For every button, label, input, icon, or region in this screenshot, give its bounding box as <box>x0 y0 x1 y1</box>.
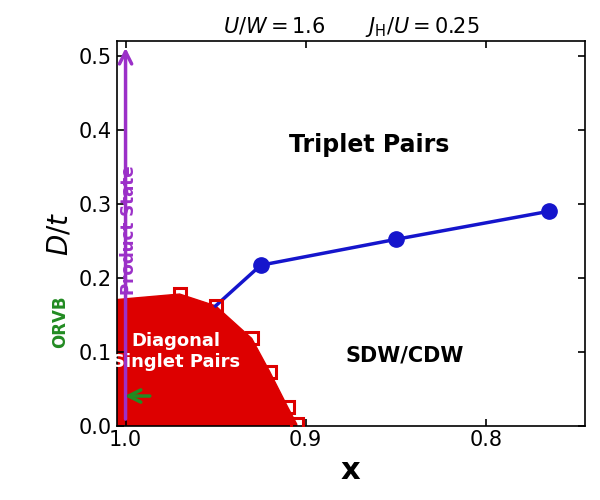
X-axis label: x: x <box>341 456 361 485</box>
Text: Product State: Product State <box>120 165 138 294</box>
Title: $U/W = 1.6$      $J_{\mathrm{H}}/U = 0.25$: $U/W = 1.6$ $J_{\mathrm{H}}/U = 0.25$ <box>223 15 479 39</box>
Text: Triplet Pairs: Triplet Pairs <box>289 133 449 157</box>
Text: SDW/CDW: SDW/CDW <box>346 346 464 366</box>
Polygon shape <box>53 282 297 426</box>
Y-axis label: $D/t$: $D/t$ <box>45 211 73 256</box>
Text: ORVB: ORVB <box>52 296 70 348</box>
Text: Diagonal
Singlet Pairs: Diagonal Singlet Pairs <box>112 332 240 371</box>
